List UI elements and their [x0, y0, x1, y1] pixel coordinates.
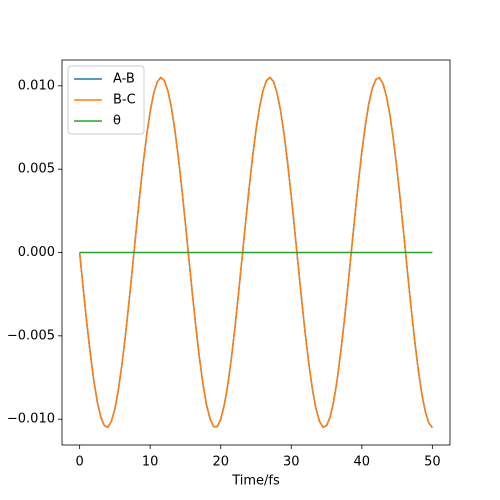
series-line [78, 76, 433, 429]
y-tick-label: 0.000 [18, 245, 55, 260]
legend-label: θ [113, 114, 121, 129]
legend-label: B-C [113, 93, 136, 108]
legend-box [67, 65, 145, 135]
x-tick-label: 50 [424, 455, 441, 470]
x-tick-label: 0 [75, 455, 83, 470]
y-tick-label: −0.010 [7, 412, 55, 427]
plot-frame [61, 59, 451, 446]
y-tick-label: 0.005 [18, 162, 55, 177]
x-tick-label: 20 [212, 455, 229, 470]
x-tick-label: 40 [354, 455, 371, 470]
x-axis-label: Time/fs [231, 474, 280, 489]
y-tick-label: −0.005 [7, 328, 55, 343]
y-tick-label: 0.010 [18, 78, 55, 93]
legend-label: A-B [113, 72, 135, 87]
x-tick-label: 10 [142, 455, 159, 470]
x-tick-label: 30 [283, 455, 300, 470]
